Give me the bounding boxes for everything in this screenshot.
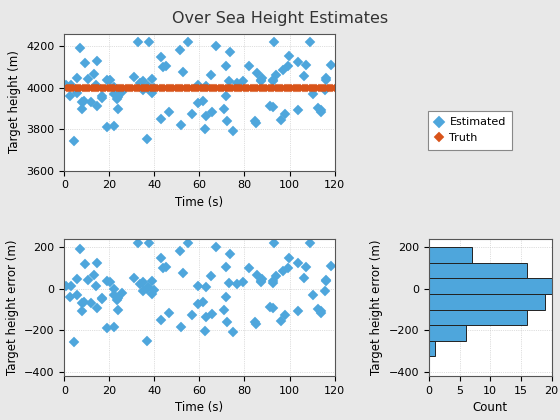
Truth (322, 85, 329, 90)
Estimated (322, 87, 329, 92)
Line: Truth: Truth (62, 85, 337, 90)
Truth (274, 85, 281, 90)
Y-axis label: Target height error (m): Target height error (m) (370, 240, 383, 375)
Text: Over Sea Height Estimates: Over Sea Height Estimates (172, 10, 388, 26)
Estimated (200, 99, 207, 104)
Truth (247, 85, 254, 90)
X-axis label: Time (s): Time (s) (175, 196, 223, 209)
X-axis label: Time (s): Time (s) (175, 401, 223, 414)
Legend: Estimated, Truth: Estimated, Truth (428, 111, 512, 150)
Estimated (111, 123, 118, 128)
Estimated (71, 139, 77, 144)
Bar (429, 294, 545, 310)
Estimated (222, 94, 229, 99)
X-axis label: Count: Count (473, 401, 508, 414)
Bar (429, 341, 435, 356)
Bar (429, 247, 472, 263)
Estimated (328, 63, 334, 68)
Bar (429, 278, 560, 294)
Truth (331, 85, 338, 90)
Truth (61, 85, 68, 90)
Estimated (315, 105, 321, 110)
Truth (118, 85, 124, 90)
Truth (211, 85, 218, 90)
Estimated (134, 39, 141, 45)
Estimated (63, 83, 69, 88)
Bar (429, 310, 527, 325)
Y-axis label: Target height (m): Target height (m) (8, 51, 21, 153)
Bar (429, 325, 466, 341)
Bar (429, 263, 527, 278)
Y-axis label: Target height error (m): Target height error (m) (6, 240, 18, 375)
Line: Estimated: Estimated (62, 38, 334, 144)
Truth (134, 85, 141, 90)
Estimated (103, 77, 110, 82)
